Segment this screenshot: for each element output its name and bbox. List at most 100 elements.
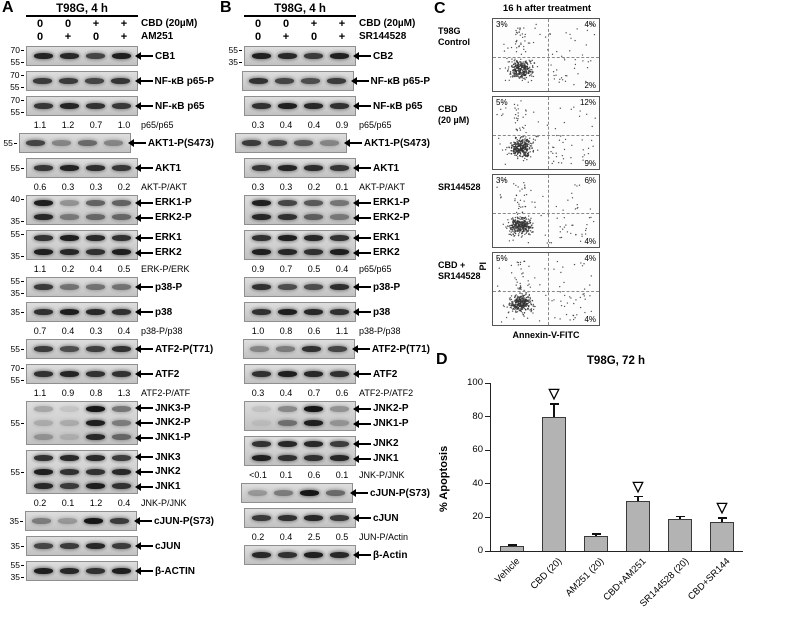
protein-band	[85, 371, 105, 377]
quadrant-line-horizontal	[493, 135, 599, 137]
protein-band	[329, 309, 349, 315]
band-label: AKT1-P(S473)	[343, 138, 430, 149]
protein-band	[303, 284, 323, 290]
protein-band	[111, 103, 131, 109]
protein-band	[251, 53, 271, 59]
protein-band	[85, 284, 105, 290]
ratio-label: JNK-P/JNK	[359, 469, 405, 480]
left-arrow-icon	[133, 517, 152, 525]
mw-marker: 35	[11, 542, 24, 551]
flow-plot-row: CBD + SR144528 5% 4% 4%	[430, 252, 798, 326]
blot-row: JNK2 JNK1	[220, 436, 430, 466]
left-arrow-icon	[134, 77, 153, 85]
dose-symbol: 0	[254, 30, 262, 43]
band-labels: ATF2	[353, 364, 397, 384]
ratio-value: 0.6	[307, 469, 321, 480]
band-row	[245, 365, 355, 383]
ratio-value: 0.6	[307, 325, 321, 336]
band-labels: cJUN-P(S73)	[349, 483, 430, 503]
protein-band	[277, 214, 297, 220]
band-label: JNK2-P	[135, 417, 191, 428]
ratio-value: 0.3	[251, 387, 265, 398]
protein-band	[111, 284, 131, 290]
band-label-text: AKT1	[155, 162, 182, 174]
band-row	[26, 512, 136, 530]
protein-band	[59, 249, 79, 255]
error-bar	[679, 515, 681, 520]
blot-strip	[26, 536, 138, 556]
protein-band	[251, 165, 271, 171]
left-arrow-icon	[353, 514, 371, 522]
band-row	[245, 159, 355, 177]
band-label-text: cJUN	[155, 540, 181, 552]
band-label-text: p38-P	[155, 281, 183, 293]
protein-band	[303, 53, 323, 59]
protein-band	[329, 235, 349, 241]
ratio-values: 0.2 0.4 2.5 0.5	[244, 532, 356, 542]
protein-band	[110, 518, 130, 524]
mw-marker: 55	[11, 376, 24, 385]
band-label: ATF2	[353, 369, 397, 380]
protein-band	[85, 78, 105, 84]
densitometry-row: 0.6 0.3 0.3 0.2 AKT-P/AKT	[2, 181, 214, 192]
protein-band	[277, 420, 297, 426]
band-labels: NF-κB p65-P	[134, 71, 214, 91]
band-row	[27, 430, 137, 444]
ratio-value: 0.4	[279, 531, 293, 542]
blot-strip	[26, 230, 138, 260]
protein-band	[33, 483, 53, 489]
blot-row: 35 p38	[2, 302, 214, 322]
blot-row: 70 55 CB1	[2, 46, 214, 67]
protein-band	[85, 249, 105, 255]
band-row	[245, 451, 355, 465]
bar	[542, 416, 566, 551]
mw-markers: 55	[2, 401, 26, 445]
band-label: JNK1-P	[135, 432, 191, 444]
blot-strip	[244, 401, 356, 431]
protein-band	[33, 309, 53, 315]
flow-y-axis-label: PI	[478, 262, 488, 271]
ratio-value: 0.4	[89, 263, 103, 274]
ratio-label: p65/p65	[359, 263, 392, 274]
blot-row: 55 ATF2-P(T71)	[2, 339, 214, 359]
left-arrow-icon	[135, 164, 153, 172]
protein-band	[329, 406, 349, 412]
protein-band	[85, 200, 105, 206]
mw-markers	[220, 96, 244, 116]
mw-markers: 55 35	[220, 46, 244, 67]
band-label-text: JNK1-P	[373, 418, 409, 429]
band-label-text: JNK1	[373, 453, 399, 464]
blot-strip	[26, 158, 138, 178]
protein-band	[59, 483, 79, 489]
band-row	[236, 134, 346, 152]
protein-band	[277, 406, 297, 412]
protein-band	[85, 235, 105, 241]
chart-title: T98G, 72 h	[586, 355, 646, 367]
ratio-label: JUN-P/Actin	[359, 531, 409, 542]
error-bar-cap	[591, 533, 601, 535]
blot-row: NF-κB p65	[220, 96, 430, 116]
flow-plot-row: T98G Control 3% 4% 2%	[430, 18, 798, 92]
protein-band	[59, 346, 79, 352]
protein-band	[248, 490, 268, 496]
cell-line-title: T98G, 4 h	[26, 3, 138, 17]
left-arrow-icon	[353, 308, 371, 316]
chart-y-axis-label: % Apoptosis	[438, 445, 450, 513]
error-bar	[637, 495, 639, 501]
y-axis-tick-label: 20	[472, 511, 483, 523]
protein-band	[33, 235, 53, 241]
band-label: ERK2-P	[135, 212, 192, 223]
ratio-value: 1.2	[89, 497, 103, 508]
blot-strip	[26, 46, 138, 66]
protein-band	[329, 420, 349, 426]
ratio-values: 1.1 1.2 0.7 1.0	[26, 120, 138, 130]
protein-band	[59, 568, 79, 574]
flow-x-axis-label: Annexin-V-FITC	[512, 330, 580, 340]
protein-band	[251, 420, 271, 426]
error-bar	[721, 517, 723, 523]
band-label-text: JNK1-P	[155, 432, 191, 444]
protein-band	[33, 469, 53, 475]
band-label: ATF2	[135, 369, 179, 380]
protein-band	[111, 469, 131, 475]
treatment-label: AM251	[141, 31, 174, 42]
